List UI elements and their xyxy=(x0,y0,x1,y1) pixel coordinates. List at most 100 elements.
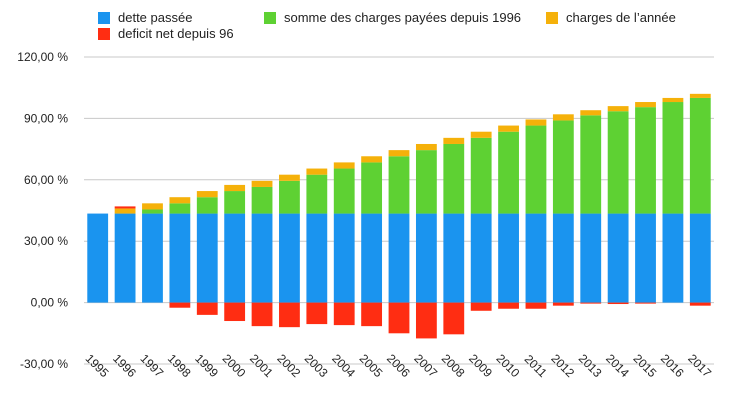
bar-charges-2004 xyxy=(333,162,355,169)
bar-deficit-2011 xyxy=(525,302,547,309)
bar-somme-2009 xyxy=(470,137,492,214)
bar-deficit-2002 xyxy=(279,302,300,328)
y-tick-label: 120,00 % xyxy=(17,50,68,64)
bar-dette-1997 xyxy=(142,213,163,303)
bar-dette-1995 xyxy=(87,213,109,303)
bar-somme-2003 xyxy=(306,174,328,214)
x-tick-label-1999: 1999 xyxy=(192,351,221,380)
y-tick-label: 30,00 % xyxy=(24,234,68,248)
bar-deficit-1996 xyxy=(114,206,136,209)
x-tick-label-1998: 1998 xyxy=(165,351,194,380)
bar-charges-2000 xyxy=(224,184,246,192)
bar-somme-2007 xyxy=(415,150,437,214)
bar-charges-2003 xyxy=(306,168,328,175)
bar-dette-2010 xyxy=(498,213,519,303)
x-tick-label-2014: 2014 xyxy=(603,351,632,380)
bar-charges-2017 xyxy=(689,93,711,98)
legend-item-somme: somme des charges payées depuis 1996 xyxy=(264,10,521,25)
bar-dette-1999 xyxy=(196,213,218,303)
bar-dette-2016 xyxy=(662,213,684,303)
bar-charges-2010 xyxy=(498,125,519,132)
x-tick-label-2001: 2001 xyxy=(247,351,276,380)
bar-somme-2010 xyxy=(498,131,519,214)
bar-somme-2008 xyxy=(443,143,465,214)
bar-charges-2008 xyxy=(443,137,465,144)
bar-deficit-2004 xyxy=(333,302,355,326)
legend-label-charges: charges de l’année xyxy=(566,10,676,25)
x-tick-label-2011: 2011 xyxy=(522,352,550,380)
bar-somme-2004 xyxy=(333,168,355,214)
bar-dette-2009 xyxy=(470,213,492,303)
bar-somme-1998 xyxy=(169,203,191,214)
x-tick-label-2003: 2003 xyxy=(302,351,331,380)
bar-deficit-2008 xyxy=(443,302,465,335)
bar-deficit-2001 xyxy=(251,302,273,327)
bar-deficit-1998 xyxy=(169,302,191,308)
bar-deficit-2017 xyxy=(689,302,711,306)
y-tick-label: -30,00 % xyxy=(20,357,68,371)
bar-somme-1997 xyxy=(142,209,163,214)
bar-somme-2002 xyxy=(279,180,300,214)
x-tick-label-2013: 2013 xyxy=(576,351,605,380)
bar-dette-2003 xyxy=(306,213,328,303)
bar-somme-2012 xyxy=(552,120,574,214)
bars xyxy=(87,93,711,339)
bar-dette-2006 xyxy=(388,213,410,303)
bar-charges-1996 xyxy=(114,208,136,214)
bar-charges-1998 xyxy=(169,197,191,204)
legend-item-dette: dette passée xyxy=(98,10,192,25)
bar-charges-2007 xyxy=(415,143,437,151)
bar-charges-2012 xyxy=(552,114,574,121)
bar-dette-2000 xyxy=(224,213,246,303)
x-tick-label-1996: 1996 xyxy=(110,351,139,380)
legend-label-dette: dette passée xyxy=(118,10,193,25)
bar-deficit-2013 xyxy=(580,302,602,304)
legend-item-deficit: deficit net depuis 96 xyxy=(98,26,234,41)
bar-dette-1996 xyxy=(114,213,136,303)
bar-charges-1997 xyxy=(142,203,163,210)
bar-deficit-1999 xyxy=(196,302,218,315)
bar-dette-2014 xyxy=(607,213,629,303)
bar-somme-2013 xyxy=(580,115,602,214)
legend-label-somme: somme des charges payées depuis 1996 xyxy=(284,10,522,25)
y-tick-label: 0,00 % xyxy=(31,296,69,310)
bar-charges-2009 xyxy=(470,131,492,138)
bar-charges-2016 xyxy=(662,97,684,103)
bar-charges-2011 xyxy=(525,119,547,126)
y-tick-label: 60,00 % xyxy=(24,173,68,187)
x-tick-label-2009: 2009 xyxy=(466,351,495,380)
bar-charges-2013 xyxy=(580,110,602,116)
y-axis-tick-labels: -30,00 % 0,00 % 30,00 % 60,00 % 90,00 % 120,0… xyxy=(17,50,68,371)
bar-somme-2000 xyxy=(224,191,246,214)
x-tick-label-2017: 2017 xyxy=(685,351,714,380)
x-tick-label-2004: 2004 xyxy=(329,351,358,380)
bar-deficit-2007 xyxy=(415,302,437,339)
legend-label-deficit: deficit net depuis 96 xyxy=(118,26,234,41)
bar-deficit-2005 xyxy=(361,302,383,327)
x-tick-label-2010: 2010 xyxy=(494,351,523,380)
x-tick-label-2007: 2007 xyxy=(411,351,440,380)
bar-dette-2013 xyxy=(580,213,602,303)
bar-dette-2007 xyxy=(415,213,437,303)
bar-dette-2001 xyxy=(251,213,273,303)
legend-item-charges: charges de l’année xyxy=(546,10,676,25)
bar-somme-2001 xyxy=(251,186,273,214)
x-tick-label-2006: 2006 xyxy=(384,351,413,380)
legend-swatch-charges xyxy=(546,11,558,24)
bar-deficit-2015 xyxy=(635,302,656,304)
x-tick-label-2012: 2012 xyxy=(548,351,577,380)
bar-charges-2015 xyxy=(635,102,656,108)
bar-dette-2005 xyxy=(361,213,383,303)
bar-deficit-2014 xyxy=(607,302,629,305)
bar-deficit-2003 xyxy=(306,302,328,325)
bar-deficit-2000 xyxy=(224,302,246,322)
legend-swatch-deficit xyxy=(98,27,110,40)
bar-charges-2005 xyxy=(361,156,383,163)
bar-somme-2017 xyxy=(689,97,711,214)
bar-dette-2017 xyxy=(689,213,711,303)
legend-swatch-somme xyxy=(264,11,276,24)
bar-dette-1998 xyxy=(169,213,191,303)
x-tick-label-2008: 2008 xyxy=(439,351,468,380)
bar-somme-2016 xyxy=(662,102,684,214)
x-tick-label-1997: 1997 xyxy=(137,351,166,380)
